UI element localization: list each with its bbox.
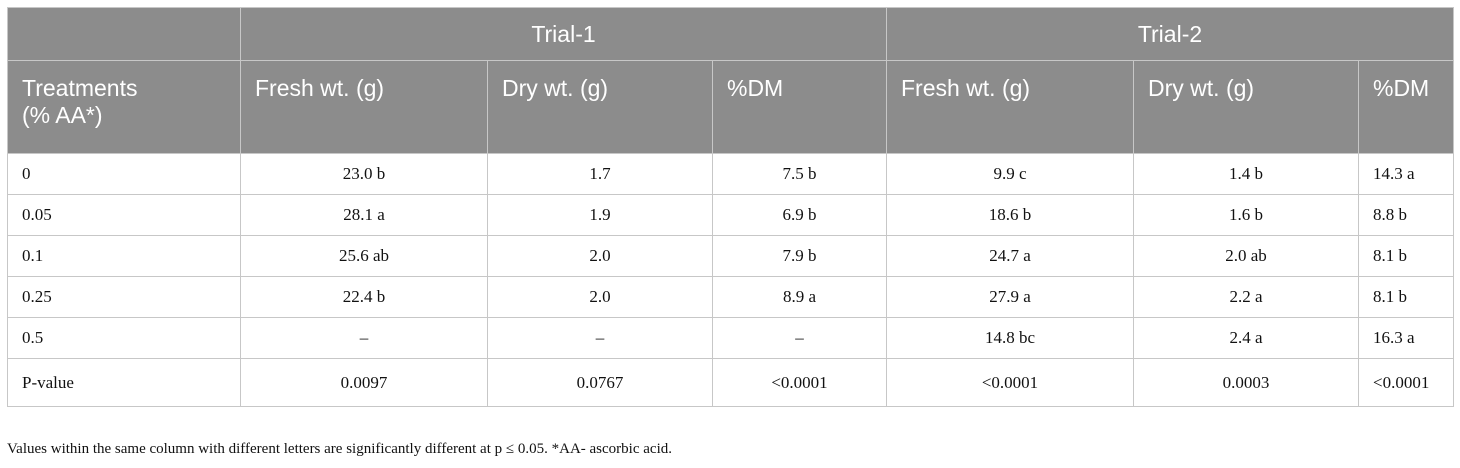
trial1-dm-header: %DM bbox=[712, 60, 887, 154]
table-cell: <0.0001 bbox=[886, 358, 1134, 407]
trial1-dry-wt-header: Dry wt. (g) bbox=[487, 60, 713, 154]
table-cell: 8.1 b bbox=[1358, 276, 1454, 318]
table-cell: – bbox=[487, 317, 713, 359]
table-cell: 1.4 b bbox=[1133, 153, 1359, 195]
empty-corner-cell bbox=[7, 7, 241, 61]
table-cell: <0.0001 bbox=[712, 358, 887, 407]
row-label: 0.05 bbox=[7, 194, 241, 236]
table-cell: 25.6 ab bbox=[240, 235, 488, 277]
table-cell: 27.9 a bbox=[886, 276, 1134, 318]
table-cell: 14.8 bc bbox=[886, 317, 1134, 359]
trial-2-header: Trial-2 bbox=[886, 7, 1454, 61]
table-cell: 14.3 a bbox=[1358, 153, 1454, 195]
table-cell: 2.4 a bbox=[1133, 317, 1359, 359]
table-cell: 24.7 a bbox=[886, 235, 1134, 277]
p-value-row: P-value 0.0097 0.0767 <0.0001 <0.0001 0.… bbox=[7, 358, 1454, 407]
table-cell: 6.9 b bbox=[712, 194, 887, 236]
results-table: Trial-1 Trial-2 Treatments (% AA*) Fresh… bbox=[7, 7, 1454, 407]
table-cell: 7.5 b bbox=[712, 153, 887, 195]
treatments-header-line1: Treatments bbox=[22, 75, 138, 101]
row-label: 0.1 bbox=[7, 235, 241, 277]
treatments-header: Treatments (% AA*) bbox=[7, 60, 241, 154]
table-cell: 8.8 b bbox=[1358, 194, 1454, 236]
table-cell: 1.9 bbox=[487, 194, 713, 236]
table-row: 0.5 – – – 14.8 bc 2.4 a 16.3 a bbox=[7, 317, 1454, 359]
table-cell: 1.7 bbox=[487, 153, 713, 195]
table-row: 0.1 25.6 ab 2.0 7.9 b 24.7 a 2.0 ab 8.1 … bbox=[7, 235, 1454, 277]
table-cell: 2.0 ab bbox=[1133, 235, 1359, 277]
table-cell: 1.6 b bbox=[1133, 194, 1359, 236]
row-label: P-value bbox=[7, 358, 241, 407]
table-cell: 7.9 b bbox=[712, 235, 887, 277]
table-cell: – bbox=[712, 317, 887, 359]
table-cell: 2.0 bbox=[487, 235, 713, 277]
row-label: 0.5 bbox=[7, 317, 241, 359]
table-cell: – bbox=[240, 317, 488, 359]
table-cell: 28.1 a bbox=[240, 194, 488, 236]
row-label: 0 bbox=[7, 153, 241, 195]
table-cell: 8.9 a bbox=[712, 276, 887, 318]
trial2-dm-header: %DM bbox=[1358, 60, 1454, 154]
table-cell: 2.2 a bbox=[1133, 276, 1359, 318]
table-cell: 0.0767 bbox=[487, 358, 713, 407]
table-row: 0.25 22.4 b 2.0 8.9 a 27.9 a 2.2 a 8.1 b bbox=[7, 276, 1454, 318]
trial2-fresh-wt-header: Fresh wt. (g) bbox=[886, 60, 1134, 154]
trial-1-header: Trial-1 bbox=[240, 7, 887, 61]
table-cell: 22.4 b bbox=[240, 276, 488, 318]
table-cell: 16.3 a bbox=[1358, 317, 1454, 359]
treatments-header-line2: (% AA*) bbox=[22, 102, 103, 128]
trial1-fresh-wt-header: Fresh wt. (g) bbox=[240, 60, 488, 154]
table-cell: 23.0 b bbox=[240, 153, 488, 195]
results-table-container: Trial-1 Trial-2 Treatments (% AA*) Fresh… bbox=[7, 7, 1454, 407]
table-cell: 9.9 c bbox=[886, 153, 1134, 195]
table-footnote: Values within the same column with diffe… bbox=[7, 441, 672, 457]
table-cell: 0.0097 bbox=[240, 358, 488, 407]
column-header-row: Treatments (% AA*) Fresh wt. (g) Dry wt.… bbox=[7, 60, 1454, 154]
table-row: 0 23.0 b 1.7 7.5 b 9.9 c 1.4 b 14.3 a bbox=[7, 153, 1454, 195]
table-cell: 18.6 b bbox=[886, 194, 1134, 236]
group-header-row: Trial-1 Trial-2 bbox=[7, 7, 1454, 61]
table-cell: 2.0 bbox=[487, 276, 713, 318]
table-row: 0.05 28.1 a 1.9 6.9 b 18.6 b 1.6 b 8.8 b bbox=[7, 194, 1454, 236]
table-cell: 0.0003 bbox=[1133, 358, 1359, 407]
table-cell: <0.0001 bbox=[1358, 358, 1454, 407]
table-cell: 8.1 b bbox=[1358, 235, 1454, 277]
row-label: 0.25 bbox=[7, 276, 241, 318]
trial2-dry-wt-header: Dry wt. (g) bbox=[1133, 60, 1359, 154]
